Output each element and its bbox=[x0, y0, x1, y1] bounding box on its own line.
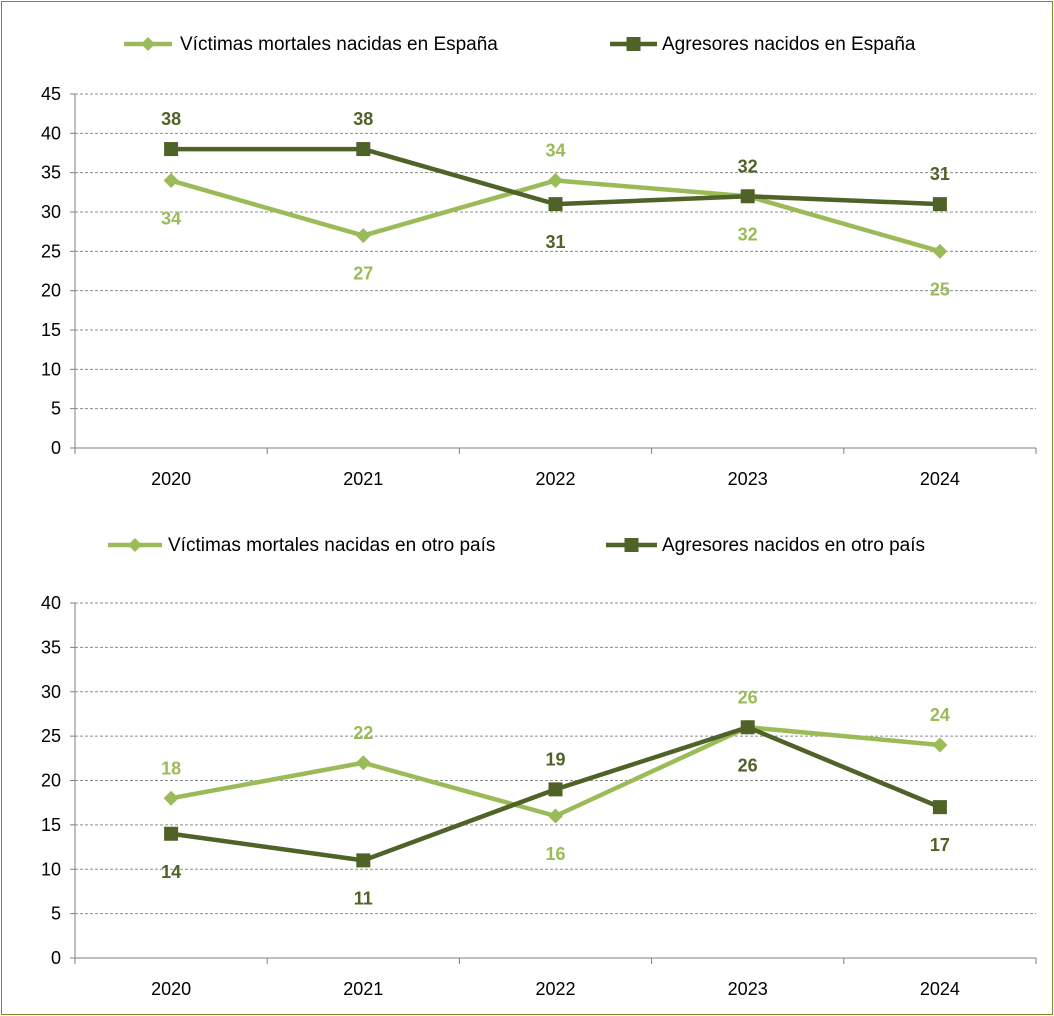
data-label: 27 bbox=[353, 264, 373, 284]
data-point-square bbox=[740, 720, 755, 735]
data-point-diamond bbox=[932, 243, 948, 259]
y-tick-label: 20 bbox=[41, 281, 61, 301]
y-tick-label: 15 bbox=[41, 320, 61, 340]
y-tick-label: 0 bbox=[51, 948, 61, 968]
data-label: 32 bbox=[738, 224, 758, 244]
x-tick-label: 2023 bbox=[728, 469, 768, 489]
data-label: 32 bbox=[738, 156, 758, 176]
data-label: 31 bbox=[930, 164, 950, 184]
y-tick-label: 10 bbox=[41, 859, 61, 879]
y-tick-label: 30 bbox=[41, 202, 61, 222]
y-tick-label: 5 bbox=[51, 399, 61, 419]
y-tick-label: 25 bbox=[41, 241, 61, 261]
data-label: 14 bbox=[161, 862, 181, 882]
data-point-square bbox=[356, 142, 371, 157]
data-point-square bbox=[932, 800, 947, 815]
y-tick-label: 35 bbox=[41, 163, 61, 183]
data-label: 17 bbox=[930, 835, 950, 855]
x-tick-label: 2021 bbox=[343, 469, 383, 489]
data-point-square bbox=[164, 826, 179, 841]
y-tick-label: 0 bbox=[51, 438, 61, 458]
y-tick-label: 20 bbox=[41, 771, 61, 791]
chart-1: 0 5 10 15 20 25 30 35 40 45 2020 2021 2022 2023 2024 34… bbox=[41, 34, 1037, 489]
legend-marker-diamond bbox=[128, 538, 142, 552]
data-point-diamond bbox=[355, 228, 371, 244]
data-point-diamond bbox=[355, 755, 371, 771]
x-tick-label: 2024 bbox=[920, 469, 960, 489]
data-point-diamond bbox=[163, 173, 179, 189]
data-point-diamond bbox=[932, 737, 948, 753]
data-label: 24 bbox=[930, 705, 950, 725]
data-label: 38 bbox=[161, 109, 181, 129]
x-tick-label: 2023 bbox=[728, 979, 768, 999]
data-point-square bbox=[356, 853, 371, 868]
legend-label-2: Agresores nacidos en otro país bbox=[662, 535, 925, 556]
data-point-square bbox=[740, 189, 755, 204]
x-tick-label: 2020 bbox=[151, 979, 191, 999]
x-tick-label: 2022 bbox=[535, 469, 575, 489]
y-tick-label: 25 bbox=[41, 726, 61, 746]
x-tick-label: 2020 bbox=[151, 469, 191, 489]
data-label: 16 bbox=[545, 844, 565, 864]
x-tick-label: 2022 bbox=[535, 979, 575, 999]
data-label: 34 bbox=[545, 141, 565, 161]
data-label: 19 bbox=[545, 749, 565, 769]
chart-2: 0 5 10 15 20 25 30 35 40 2020 2021 2022 2023 2024 18 22… bbox=[41, 535, 1037, 999]
data-label: 26 bbox=[738, 755, 758, 775]
data-label: 26 bbox=[738, 687, 758, 707]
data-point-square bbox=[548, 197, 563, 212]
legend-marker-square bbox=[626, 37, 641, 51]
data-point-diamond bbox=[163, 790, 179, 806]
data-label: 18 bbox=[161, 758, 181, 778]
data-point-diamond bbox=[548, 808, 563, 824]
data-point-square bbox=[164, 142, 179, 157]
y-tick-label: 40 bbox=[41, 123, 61, 143]
series-line-1 bbox=[170, 725, 941, 819]
x-tick-label: 2024 bbox=[920, 979, 960, 999]
data-label: 34 bbox=[161, 209, 181, 229]
legend-label-1: Víctimas mortales nacidas en otro país bbox=[168, 535, 495, 556]
y-tick-label: 40 bbox=[41, 593, 61, 613]
data-label: 11 bbox=[354, 888, 373, 908]
legend-label-1: Víctimas mortales nacidas en España bbox=[180, 34, 498, 55]
y-tick-label: 5 bbox=[51, 904, 61, 924]
x-tick-label: 2021 bbox=[343, 979, 383, 999]
data-label: 22 bbox=[353, 723, 373, 743]
legend-label-2: Agresores nacidos en España bbox=[662, 34, 916, 55]
data-point-diamond bbox=[548, 173, 563, 189]
legend: Víctimas mortales nacidas en otro país Ag… bbox=[108, 535, 925, 556]
legend-marker-diamond bbox=[141, 37, 155, 51]
y-tick-label: 35 bbox=[41, 637, 61, 657]
y-tick-label: 45 bbox=[41, 84, 61, 104]
legend-marker-square bbox=[624, 538, 639, 552]
data-point-square bbox=[548, 782, 563, 797]
y-tick-label: 15 bbox=[41, 815, 61, 835]
data-label: 25 bbox=[930, 279, 950, 299]
y-tick-label: 30 bbox=[41, 682, 61, 702]
data-label: 38 bbox=[353, 109, 373, 129]
legend: Víctimas mortales nacidas en España Agres… bbox=[124, 34, 916, 55]
y-tick-label: 10 bbox=[41, 359, 61, 379]
data-label: 31 bbox=[545, 232, 565, 252]
data-point-square bbox=[932, 197, 947, 212]
